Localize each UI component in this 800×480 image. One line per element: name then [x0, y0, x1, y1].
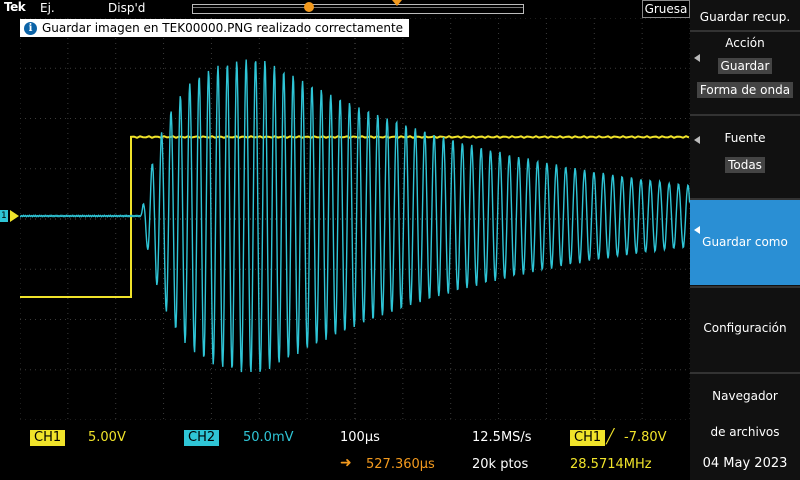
- display-status: Disp'd: [108, 1, 146, 15]
- trigger-level: -7.80V: [624, 430, 667, 445]
- status-bar: Tek Ej. Disp'd Gruesa: [0, 0, 690, 18]
- ch1-ground-marker-icon: [0, 210, 8, 222]
- menu-divider: [690, 372, 800, 374]
- position-arrow-icon: ➜: [340, 455, 352, 471]
- trigger-position-marker-icon: [304, 2, 314, 12]
- ch1-scale: 5.00V: [88, 430, 126, 445]
- accion-guardar-option[interactable]: Guardar: [717, 58, 773, 74]
- horizontal-position: 527.360µs: [366, 457, 435, 472]
- navegador-line2[interactable]: de archivos: [710, 425, 780, 439]
- ch2-scale: 50.0mV: [243, 430, 294, 445]
- configuracion-button[interactable]: Configuración: [703, 321, 787, 335]
- info-icon: i: [24, 21, 37, 35]
- fuente-value[interactable]: Todas: [725, 157, 765, 173]
- ch2-chip[interactable]: CH2: [184, 430, 220, 446]
- accion-forma-option[interactable]: Forma de onda: [696, 82, 794, 98]
- trigger-frequency: 28.5714MHz: [570, 457, 652, 472]
- ch-marker-label: 1: [1, 211, 7, 221]
- side-menu: Guardar recup. Acción Guardar Forma de o…: [690, 0, 800, 480]
- menu-title: Guardar recup.: [699, 10, 791, 24]
- menu-divider: [690, 198, 800, 200]
- ch2-waveform: [20, 59, 690, 373]
- accion-menu-item[interactable]: Acción Guardar Forma de onda: [690, 36, 800, 108]
- menu-arrow-icon: [694, 226, 700, 234]
- acquisition-mode: Ej.: [40, 1, 55, 15]
- accion-label: Acción: [725, 36, 765, 50]
- ch1-chip[interactable]: CH1: [30, 430, 66, 446]
- waveform-display: [20, 18, 690, 420]
- trigger-time-marker-icon: [392, 0, 402, 6]
- date-display: 04 May 2023: [702, 456, 788, 471]
- graticule: [20, 18, 690, 420]
- record-view-strip: [192, 4, 524, 14]
- timebase: 100µs: [340, 430, 380, 445]
- fuente-label: Fuente: [724, 131, 766, 145]
- guardar-como-button[interactable]: Guardar como: [690, 200, 800, 285]
- menu-divider: [690, 114, 800, 116]
- menu-divider: [690, 286, 800, 288]
- menu-arrow-icon: [694, 136, 700, 144]
- coarse-mode-button[interactable]: Gruesa: [642, 0, 690, 18]
- banner-text: Guardar imagen en TEK00000.PNG realizado…: [42, 21, 404, 35]
- trigger-source-chip[interactable]: CH1: [570, 430, 606, 446]
- save-success-banner: i Guardar imagen en TEK00000.PNG realiza…: [20, 19, 410, 37]
- readout-bar: CH1 5.00V CH2 50.0mV 100µs 12.5MS/s CH1 …: [0, 420, 690, 480]
- navegador-line1[interactable]: Navegador: [712, 389, 778, 403]
- menu-divider: [690, 30, 800, 32]
- sample-rate: 12.5MS/s: [472, 430, 532, 445]
- brand-logo: Tek: [4, 0, 26, 14]
- menu-arrow-icon: [694, 54, 700, 62]
- rising-edge-icon: ╱: [606, 429, 615, 445]
- record-length: 20k ptos: [472, 457, 529, 472]
- fuente-menu-item[interactable]: Fuente Todas: [690, 131, 800, 173]
- trigger-level-arrow-icon: [10, 210, 19, 222]
